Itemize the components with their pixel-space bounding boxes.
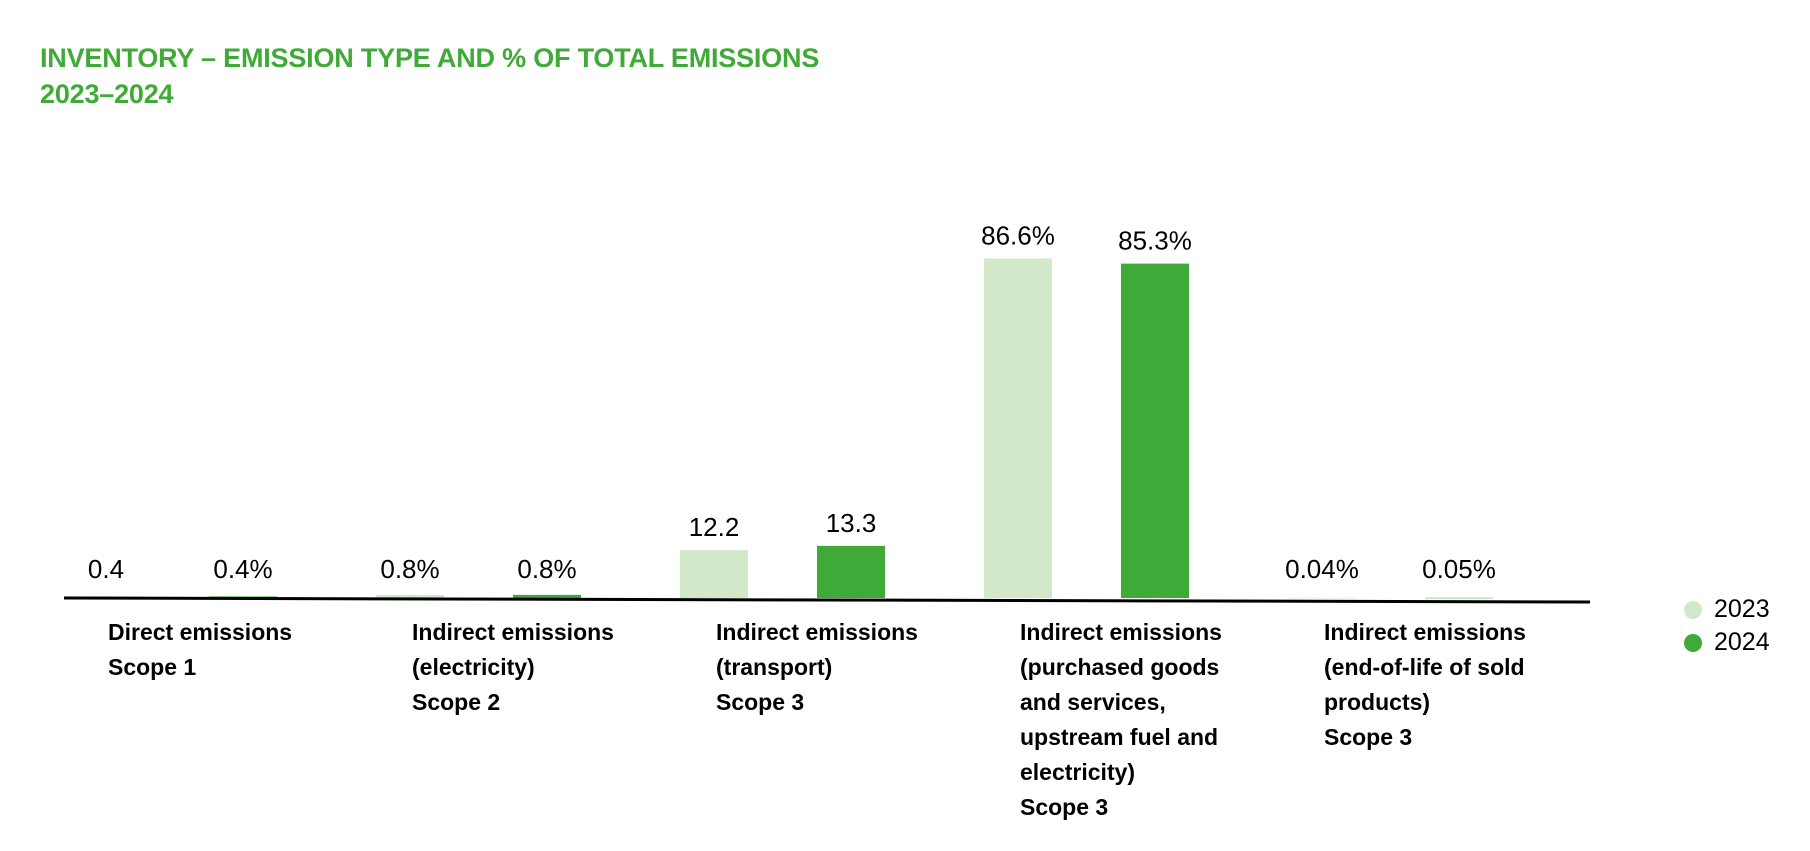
category-label-line: Scope 3 (1020, 794, 1108, 820)
category-label-line: Scope 3 (716, 689, 804, 715)
category-label-indirect-emissions-3: Indirect emissions (transport) Scope 3 (716, 619, 918, 715)
category-label-line: (purchased goods (1020, 654, 1219, 680)
category-label-line: electricity) (1020, 759, 1135, 785)
category-label-line: upstream fuel and (1020, 724, 1218, 750)
bar-2024-indirect-emissions-4 (1121, 263, 1189, 598)
bar-2024-indirect-emissions-3 (817, 545, 885, 598)
data-label-2024-indirect-emissions-3: 13.3 (826, 508, 877, 538)
category-label-indirect-emissions-4: Indirect emissions (purchased goods and se… (1020, 619, 1222, 820)
legend-swatch-2024 (1684, 633, 1702, 652)
data-label-2023-direct-emissions-1: 0.4 (88, 554, 124, 584)
bar-2023-indirect-emissions-5 (1288, 597, 1356, 599)
legend-label-2024: 2024 (1714, 628, 1770, 656)
category-label-line: (end-of-life of sold (1324, 654, 1525, 680)
data-label-2023-indirect-emissions-3: 12.2 (689, 512, 740, 542)
data-label-2024-direct-emissions-1: 0.4% (213, 554, 272, 584)
category-label-line: products) (1324, 689, 1430, 715)
category-label-line: Indirect emissions (716, 619, 918, 645)
chart-subtitle: 2023–2024 (40, 79, 174, 109)
bar-2024-indirect-emissions-2 (513, 594, 581, 598)
category-label-indirect-emissions-5: Indirect emissions (end-of-life of sold pr… (1324, 619, 1526, 750)
legend-swatch-2023 (1684, 600, 1702, 619)
x-axis-line (63, 596, 1591, 604)
data-label-2024-indirect-emissions-4: 85.3% (1118, 226, 1192, 256)
category-label-line: (transport) (716, 654, 832, 680)
chart-legend: 2023 2024 (1684, 593, 1770, 659)
bar-2023-indirect-emissions-4 (984, 258, 1052, 598)
data-label-2024-indirect-emissions-5: 0.05% (1422, 554, 1496, 584)
category-label-line: Scope 1 (108, 654, 196, 680)
category-label-line: Scope 3 (1324, 724, 1412, 750)
data-label-2023-indirect-emissions-2: 0.8% (380, 554, 439, 584)
category-label-line: Direct emissions (108, 619, 292, 645)
bar-2023-indirect-emissions-2 (376, 594, 444, 598)
category-label-line: Indirect emissions (1020, 619, 1222, 645)
category-label-line: (electricity) (412, 654, 535, 680)
bar-2024-indirect-emissions-5 (1425, 597, 1493, 599)
chart-title-block: INVENTORY – EMISSION TYPE AND % OF TOTAL… (40, 40, 819, 112)
bar-2023-indirect-emissions-3 (680, 550, 748, 598)
legend-item-2024: 2024 (1684, 626, 1770, 659)
data-label-2023-indirect-emissions-4: 86.6% (981, 221, 1055, 251)
category-label-line: and services, (1020, 689, 1166, 715)
category-label-line: Indirect emissions (412, 619, 614, 645)
data-label-2024-indirect-emissions-2: 0.8% (517, 554, 576, 584)
legend-item-2023: 2023 (1684, 593, 1770, 626)
category-label-line: Indirect emissions (1324, 619, 1526, 645)
data-label-2023-indirect-emissions-5: 0.04% (1285, 554, 1359, 584)
category-label-indirect-emissions-2: Indirect emissions (electricity) Scope 2 (412, 619, 614, 715)
category-label-direct-emissions-1: Direct emissions Scope 1 (108, 619, 292, 680)
chart-title: INVENTORY – EMISSION TYPE AND % OF TOTAL… (40, 43, 820, 73)
legend-label-2023: 2023 (1714, 595, 1770, 623)
category-label-line: Scope 2 (412, 689, 500, 715)
